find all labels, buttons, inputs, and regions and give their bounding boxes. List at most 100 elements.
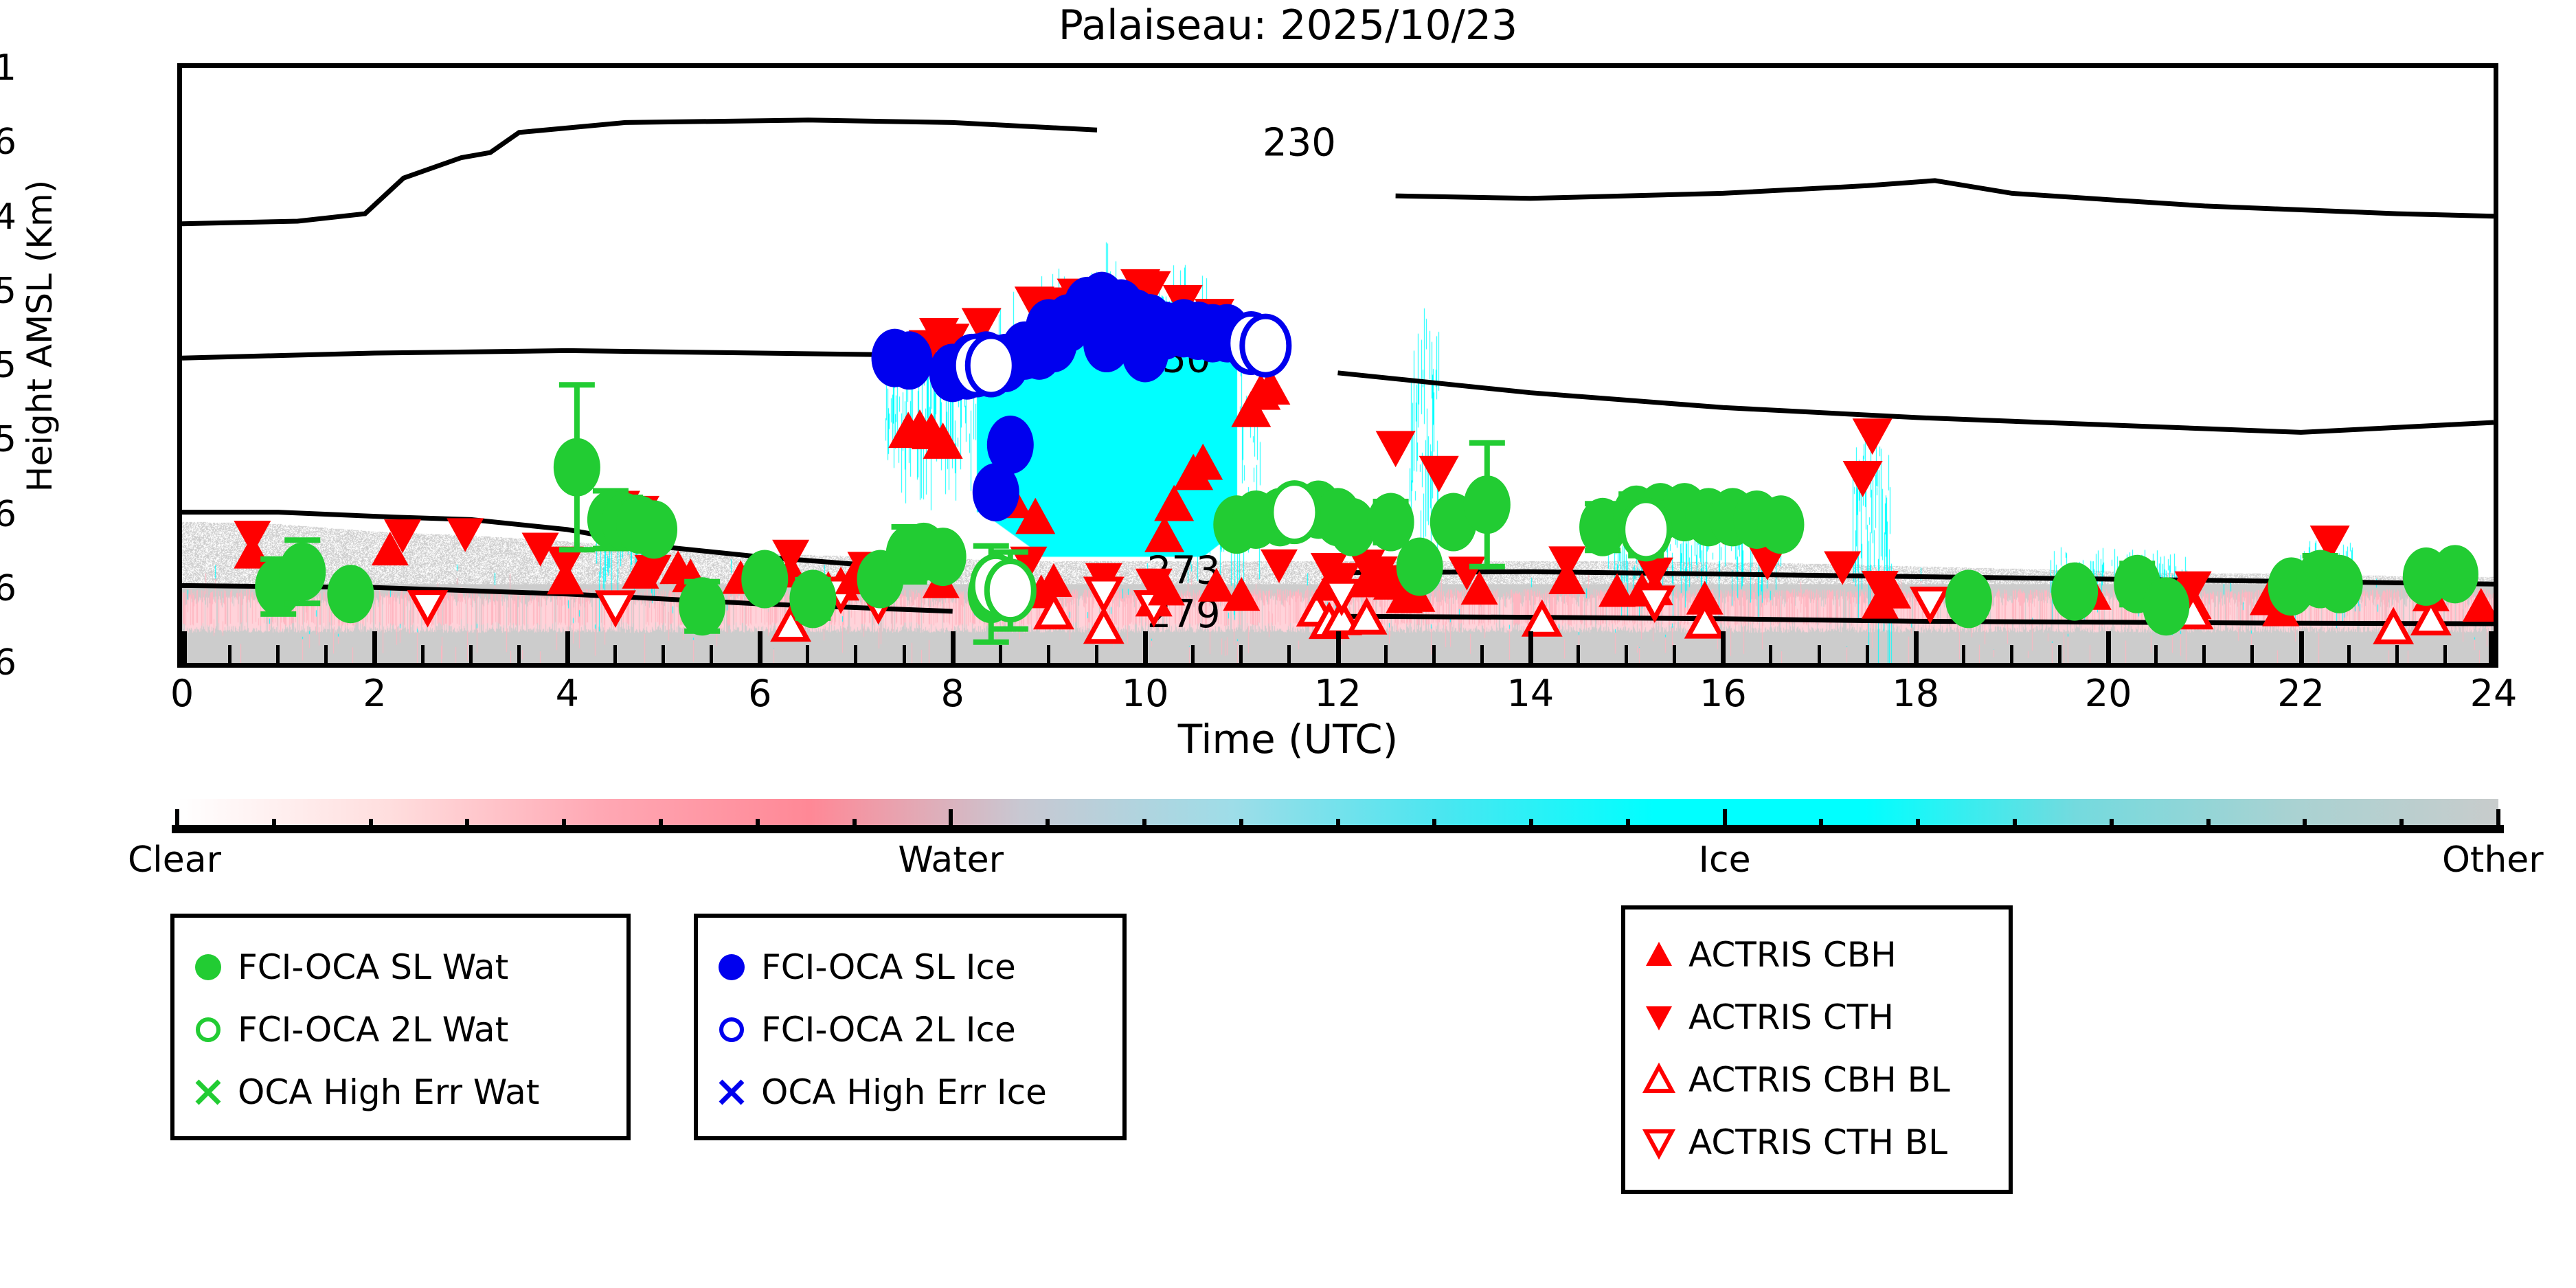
legend-label: FCI-OCA SL Ice (761, 947, 1016, 987)
x-tick-label: 18 (1892, 672, 1940, 715)
plot-canvas: 230 250 273 279 (182, 68, 2494, 663)
x-minor-tick (806, 645, 810, 663)
colorbar-minor-tick (1625, 819, 1630, 831)
x-major-tick (2489, 631, 2494, 663)
legend-marker (713, 1011, 750, 1048)
x-major-tick (2298, 631, 2304, 663)
legend-label: ACTRIS CTH BL (1688, 1122, 1948, 1162)
legend-marker (190, 949, 227, 986)
x-tick-label: 8 (940, 672, 964, 715)
oca-two-layer-marker (964, 333, 1017, 398)
x-minor-tick (2009, 645, 2013, 663)
colorbar-minor-tick (2303, 819, 2307, 831)
legend-item[interactable]: OCA High Err Wat (174, 1061, 626, 1123)
legend-marker (1640, 1061, 1677, 1098)
x-minor-tick (854, 645, 858, 663)
oca-single-layer-marker (2143, 577, 2190, 636)
actris-cth-marker (521, 532, 559, 567)
actris-cbh-marker (1154, 484, 1195, 521)
cross-icon (719, 1079, 745, 1105)
x-tick-label: 20 (2084, 672, 2132, 715)
actris-cbh-marker (1144, 516, 1185, 552)
actris-cbh-bl-marker (1321, 598, 1363, 635)
x-major-tick (2106, 631, 2112, 663)
oca-single-layer-marker (885, 331, 933, 390)
temperature-contour-line (182, 348, 2494, 435)
x-minor-tick (517, 645, 521, 663)
legend-item[interactable]: OCA High Err Ice (698, 1061, 1122, 1123)
actris-cth-marker (961, 308, 1002, 345)
oca-single-layer-marker (1025, 299, 1072, 358)
actris-cth-bl-marker (1634, 585, 1675, 623)
x-major-tick (1335, 631, 1341, 663)
x-tick-label: 22 (2277, 672, 2325, 715)
y-tick-label: 9.14 (0, 196, 16, 238)
y-tick-label: 7.65 (0, 270, 16, 312)
x-minor-tick (228, 645, 232, 663)
legend-label: ACTRIS CBH (1688, 934, 1897, 975)
legend-item[interactable]: FCI-OCA SL Ice (698, 936, 1122, 998)
legend-item[interactable]: ACTRIS CTH BL (1625, 1111, 2009, 1173)
actris-cbh-marker (1147, 572, 1185, 606)
actris-cbh-marker (1874, 574, 1912, 609)
legend-item[interactable]: FCI-OCA 2L Ice (698, 998, 1122, 1061)
oca-single-layer-marker (986, 416, 1034, 475)
actris-cth-marker (2174, 571, 2212, 605)
x-major-tick (758, 631, 763, 663)
open-circle-icon (196, 1017, 221, 1042)
legend-item[interactable]: FCI-OCA SL Wat (174, 936, 626, 998)
actris-cbh-marker (1035, 563, 1072, 597)
oca-single-layer-marker (972, 463, 1019, 522)
colorbar-minor-tick (1335, 819, 1340, 831)
retrieval-marker-layer (234, 269, 2494, 645)
oca-single-layer-marker (1122, 324, 1169, 383)
actris-cbh-marker (1015, 497, 1056, 534)
actris-cth-marker (2309, 526, 2350, 562)
x-minor-tick (2058, 645, 2062, 663)
oca-single-layer-marker (1083, 314, 1130, 373)
filled-triangle-up-icon (1646, 941, 1672, 966)
oca-single-layer-marker (919, 528, 967, 587)
x-minor-tick (2395, 645, 2399, 663)
colorbar-major-tick (949, 809, 953, 833)
actris-cth-marker (1135, 568, 1173, 602)
legend-label: FCI-OCA SL Wat (238, 947, 509, 987)
plot-area: 230 250 273 279 (177, 63, 2498, 668)
oca-single-layer-marker (1463, 475, 1511, 534)
oca-single-layer-marker (2051, 562, 2099, 621)
actris-cth-bl-marker (1083, 576, 1125, 614)
oca-single-layer-marker (741, 550, 789, 609)
x-minor-tick (1817, 645, 1821, 663)
x-axis-title: Time (UTC) (1177, 716, 1399, 762)
x-tick-label: 16 (1699, 672, 1747, 715)
colorbar-minor-tick (1239, 819, 1243, 831)
actris-cbh-marker (923, 422, 963, 459)
actris-cth-marker (1375, 431, 1416, 468)
oca-single-layer-marker (1757, 495, 1805, 554)
oca-single-layer-marker (1329, 497, 1376, 556)
oca-single-layer-marker (789, 569, 837, 629)
colorbar-minor-tick (2013, 819, 2018, 831)
colorbar-minor-tick (1046, 819, 1050, 831)
x-major-tick (950, 631, 956, 663)
legend-item[interactable]: ACTRIS CBH BL (1625, 1048, 2009, 1111)
x-tick-label: 12 (1314, 672, 1362, 715)
actris-cth-marker (1360, 556, 1398, 591)
y-tick-label: 6.15 (0, 345, 16, 386)
oca-single-layer-marker (2316, 554, 2363, 613)
x-minor-tick (613, 645, 617, 663)
y-tick-label: 0.16 (0, 642, 16, 683)
actris-cbh-bl-marker (1032, 591, 1074, 630)
colorbar-minor-tick (1819, 819, 1824, 831)
legend-item[interactable]: ACTRIS CBH (1625, 923, 2009, 986)
oca-single-layer-marker (553, 438, 600, 497)
oca-two-layer-marker (1239, 313, 1292, 378)
y-tick-label: 1.66 (0, 567, 16, 609)
actris-cbh-bl-marker (2373, 607, 2415, 644)
open-triangle-down-icon (1642, 1129, 1676, 1160)
legend-item[interactable]: FCI-OCA 2L Wat (174, 998, 626, 1061)
legend-item[interactable]: ACTRIS CTH (1625, 986, 2009, 1048)
x-minor-tick (1625, 645, 1629, 663)
x-minor-tick (2202, 645, 2206, 663)
water-legend-box: FCI-OCA SL Wat FCI-OCA 2L Wat OCA High Err… (170, 914, 631, 1140)
